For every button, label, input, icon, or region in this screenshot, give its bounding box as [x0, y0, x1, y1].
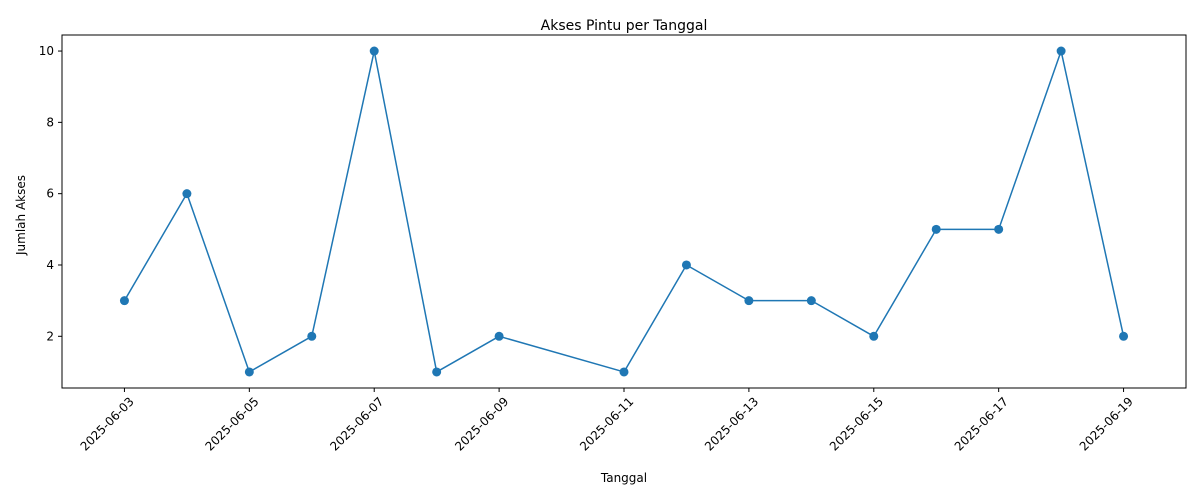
data-point — [119, 296, 129, 306]
y-tick-label: 4 — [46, 258, 54, 272]
data-point — [1119, 331, 1129, 341]
plot-frame — [61, 34, 1187, 389]
y-tick-label: 10 — [39, 44, 54, 58]
data-point — [369, 46, 379, 56]
data-point — [244, 367, 254, 377]
y-tick-label: 8 — [46, 115, 54, 129]
data-point — [869, 331, 879, 341]
series-line — [123, 50, 1125, 373]
data-point — [744, 296, 754, 306]
x-axis-label: Tanggal — [600, 471, 647, 485]
data-point — [494, 331, 504, 341]
chart-title: Akses Pintu per Tanggal — [541, 18, 708, 34]
data-point — [1056, 46, 1066, 56]
data-point — [994, 224, 1004, 234]
y-axis-label: Jumlah Akses — [14, 175, 28, 256]
y-tick-label: 6 — [46, 187, 54, 201]
data-point — [681, 260, 691, 270]
data-point — [931, 224, 941, 234]
data-point — [432, 367, 442, 377]
data-point — [307, 331, 317, 341]
data-point — [182, 189, 192, 199]
data-point — [619, 367, 629, 377]
y-tick-label: 2 — [46, 329, 54, 343]
data-point — [806, 296, 816, 306]
